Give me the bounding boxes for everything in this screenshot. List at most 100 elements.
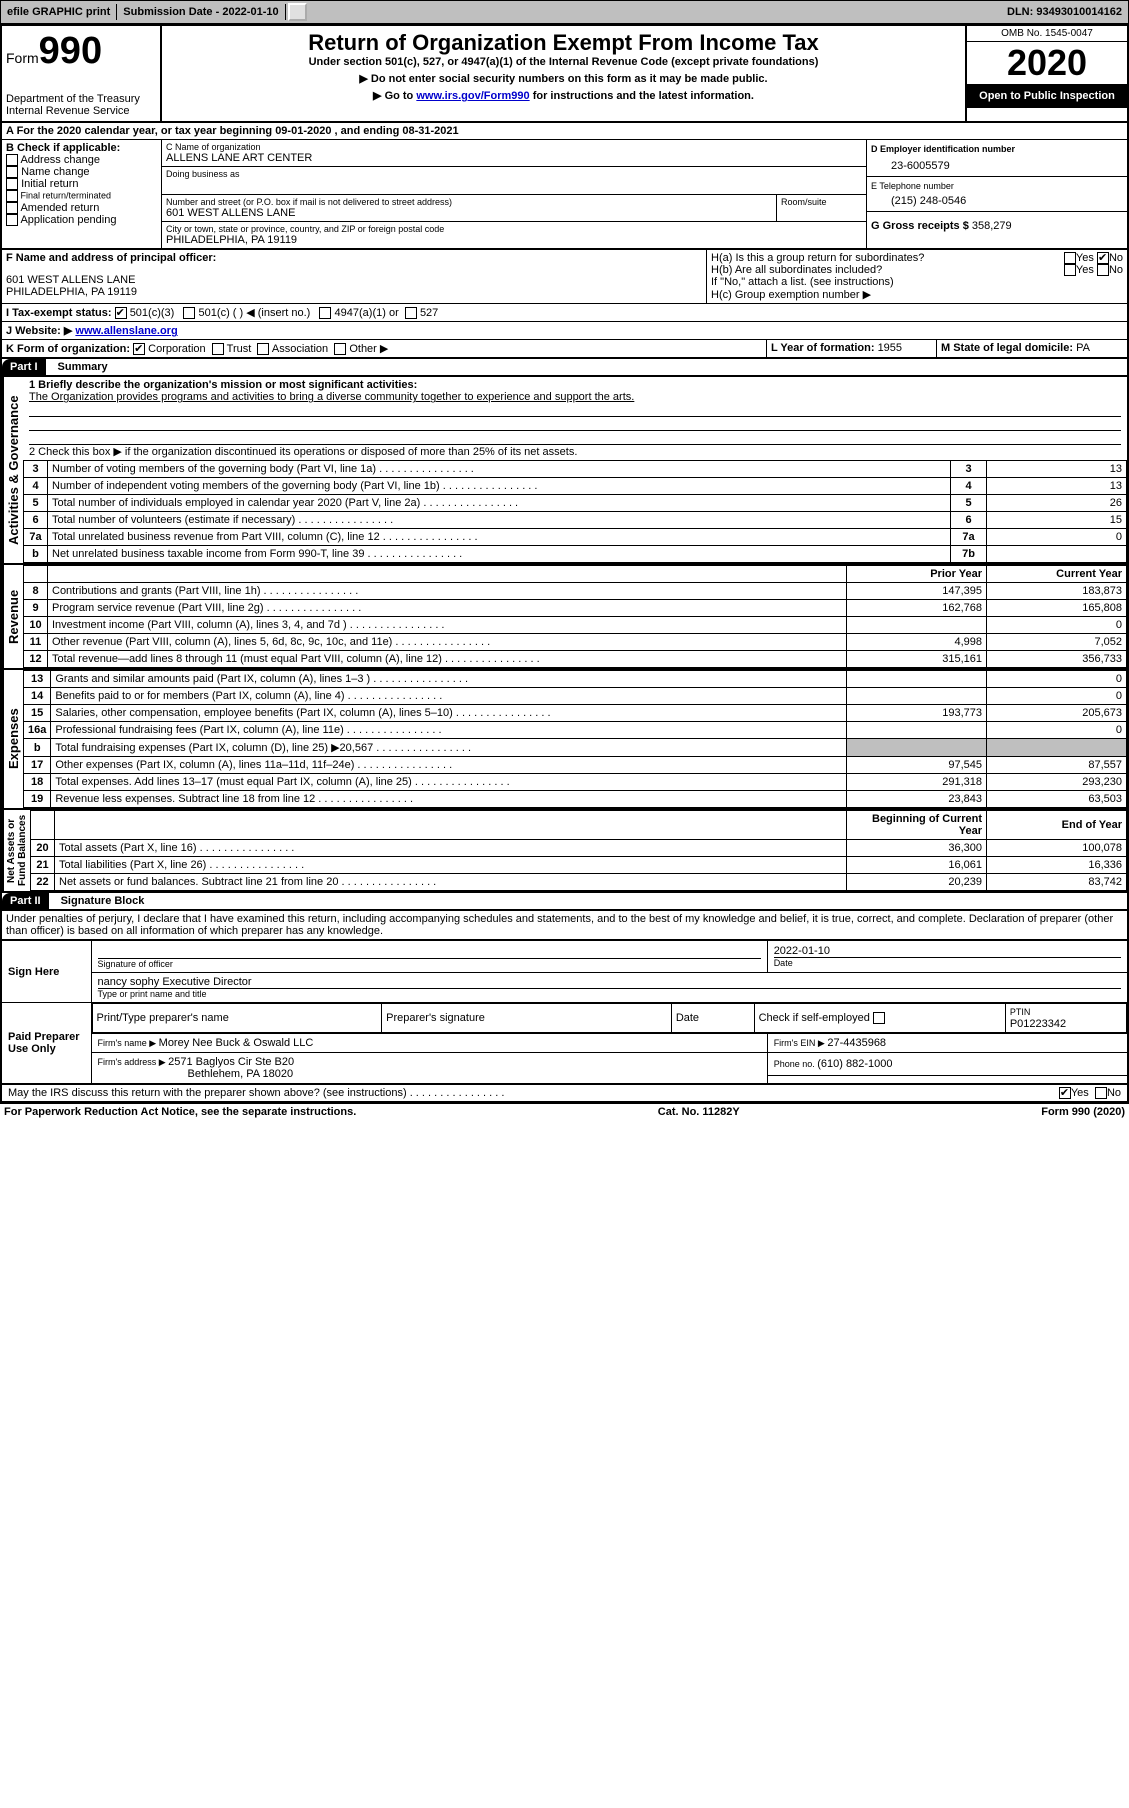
check-trust[interactable]: [212, 343, 224, 355]
footer-left: For Paperwork Reduction Act Notice, see …: [4, 1106, 356, 1118]
check-address-change[interactable]: Address change: [6, 154, 157, 166]
city-label: City or town, state or province, country…: [166, 224, 862, 234]
ein-label: D Employer identification number: [871, 144, 1123, 154]
table-row: 8Contributions and grants (Part VIII, li…: [24, 583, 1127, 600]
gross-receipts-label: G Gross receipts $: [871, 220, 972, 232]
table-row: 20Total assets (Part X, line 16)36,30010…: [31, 840, 1127, 857]
room-suite-label: Room/suite: [776, 195, 866, 221]
tax-year: 2020: [967, 42, 1127, 84]
col-current-year: Current Year: [987, 566, 1127, 583]
h-a-question: H(a) Is this a group return for subordin…: [711, 252, 924, 264]
footer: For Paperwork Reduction Act Notice, see …: [0, 1103, 1129, 1120]
table-row: 17Other expenses (Part IX, column (A), l…: [24, 757, 1127, 774]
pp-self-employed[interactable]: Check if self-employed: [754, 1004, 1005, 1033]
governance-table: 3Number of voting members of the governi…: [23, 460, 1127, 563]
paid-preparer-label: Paid Preparer Use Only: [1, 1003, 91, 1085]
dln: DLN: 93493010014162: [1001, 4, 1128, 20]
city-state-zip: PHILADELPHIA, PA 19119: [166, 234, 862, 246]
table-row: 12Total revenue—add lines 8 through 11 (…: [24, 651, 1127, 668]
principal-officer-label: F Name and address of principal officer:: [6, 252, 702, 264]
officer-addr2: PHILADELPHIA, PA 19119: [6, 286, 702, 298]
spacer: [309, 10, 1001, 14]
firm-name: Firm's name ▶ Morey Nee Buck & Oswald LL…: [91, 1034, 767, 1053]
footer-right: Form 990 (2020): [1041, 1106, 1125, 1118]
address-label: Number and street (or P.O. box if mail i…: [166, 197, 772, 207]
col-end-year: End of Year: [987, 811, 1127, 840]
table-row: 19Revenue less expenses. Subtract line 1…: [24, 791, 1127, 808]
right-col: D Employer identification number 23-6005…: [867, 140, 1127, 248]
h-b-question: H(b) Are all subordinates included?: [711, 264, 882, 276]
print-button[interactable]: [288, 3, 307, 21]
h-a-answer: Yes No: [1064, 252, 1123, 264]
declaration-text: Under penalties of perjury, I declare th…: [0, 911, 1129, 939]
box-j: J Website: ▶ www.allenslane.org: [2, 322, 1127, 339]
sig-date-value: 2022-01-10: [774, 945, 1121, 957]
part1-title: Summary: [46, 361, 108, 373]
firm-ein: Firm's EIN ▶ 27-4435968: [767, 1034, 1128, 1053]
check-501c[interactable]: [183, 307, 195, 319]
check-amended-return[interactable]: Amended return: [6, 202, 157, 214]
officer-name-title: nancy sophy Executive Director: [98, 976, 1122, 988]
pp-date-label: Date: [671, 1004, 754, 1033]
h-c-question: H(c) Group exemption number ▶: [711, 288, 1123, 301]
box-k: K Form of organization: Corporation Trus…: [2, 340, 767, 357]
discuss-row: May the IRS discuss this return with the…: [0, 1085, 1129, 1103]
h-note: If "No," attach a list. (see instruction…: [711, 276, 1123, 288]
pp-name-label: Print/Type preparer's name: [92, 1004, 382, 1033]
check-527[interactable]: [405, 307, 417, 319]
org-name: ALLENS LANE ART CENTER: [166, 152, 862, 164]
expenses-table: 13Grants and similar amounts paid (Part …: [23, 670, 1127, 808]
vlabel-revenue: Revenue: [2, 565, 23, 668]
form-subtitle: Under section 501(c), 527, or 4947(a)(1)…: [166, 56, 961, 68]
h-b-answer: Yes No: [1064, 264, 1123, 276]
netassets-table: Beginning of Current YearEnd of Year 20T…: [30, 810, 1127, 891]
table-row: 22Net assets or fund balances. Subtract …: [31, 874, 1127, 891]
table-row: 15Salaries, other compensation, employee…: [24, 705, 1127, 722]
discuss-answer: Yes No: [1059, 1087, 1121, 1099]
check-initial-return[interactable]: Initial return: [6, 178, 157, 190]
table-row: 13Grants and similar amounts paid (Part …: [24, 671, 1127, 688]
efile-label: efile GRAPHIC print: [1, 4, 117, 20]
dept-treasury: Department of the Treasury Internal Reve…: [6, 93, 156, 117]
pp-sig-label: Preparer's signature: [382, 1004, 672, 1033]
street-address: 601 WEST ALLENS LANE: [166, 207, 772, 219]
box-l: L Year of formation: 1955: [767, 340, 937, 357]
table-row: 11Other revenue (Part VIII, column (A), …: [24, 634, 1127, 651]
org-name-label: C Name of organization: [166, 142, 862, 152]
check-4947[interactable]: [319, 307, 331, 319]
submission-date: Submission Date - 2022-01-10: [117, 4, 285, 20]
check-other[interactable]: [334, 343, 346, 355]
col-prior-year: Prior Year: [847, 566, 987, 583]
form-header: Form990 Department of the Treasury Inter…: [0, 24, 1129, 123]
sign-here-label: Sign Here: [1, 940, 91, 1003]
check-501c3[interactable]: [115, 307, 127, 319]
check-corporation[interactable]: [133, 343, 145, 355]
table-row: 6Total number of volunteers (estimate if…: [24, 512, 1127, 529]
sig-officer-label: Signature of officer: [98, 958, 761, 969]
check-association[interactable]: [257, 343, 269, 355]
q1-value: The Organization provides programs and a…: [29, 391, 1121, 403]
table-row: 14Benefits paid to or for members (Part …: [24, 688, 1127, 705]
firm-phone: Phone no. (610) 882-1000: [767, 1053, 1128, 1076]
table-row: bNet unrelated business taxable income f…: [24, 546, 1127, 563]
firm-address: Firm's address ▶ 2571 Baglyos Cir Ste B2…: [91, 1053, 767, 1085]
check-name-change[interactable]: Name change: [6, 166, 157, 178]
table-row: 18Total expenses. Add lines 13–17 (must …: [24, 774, 1127, 791]
table-row: bTotal fundraising expenses (Part IX, co…: [24, 739, 1127, 757]
top-bar: efile GRAPHIC print Submission Date - 20…: [0, 0, 1129, 24]
box-f: F Name and address of principal officer:…: [2, 250, 707, 303]
box-i: I Tax-exempt status: 501(c)(3) 501(c) ( …: [2, 304, 1127, 321]
phone-label: E Telephone number: [871, 181, 1123, 191]
website-link[interactable]: www.allenslane.org: [75, 325, 177, 337]
vlabel-expenses: Expenses: [2, 670, 23, 808]
officer-addr1: 601 WEST ALLENS LANE: [6, 274, 702, 286]
ssn-note: ▶ Do not enter social security numbers o…: [166, 72, 961, 85]
box-m: M State of legal domicile: PA: [937, 340, 1127, 357]
check-final-return[interactable]: Final return/terminated: [6, 190, 157, 202]
col-begin-year: Beginning of Current Year: [847, 811, 987, 840]
check-application-pending[interactable]: Application pending: [6, 214, 157, 226]
vlabel-activities: Activities & Governance: [2, 377, 23, 563]
table-row: 9Program service revenue (Part VIII, lin…: [24, 600, 1127, 617]
instructions-link[interactable]: www.irs.gov/Form990: [416, 90, 529, 102]
part2-title: Signature Block: [49, 895, 145, 907]
